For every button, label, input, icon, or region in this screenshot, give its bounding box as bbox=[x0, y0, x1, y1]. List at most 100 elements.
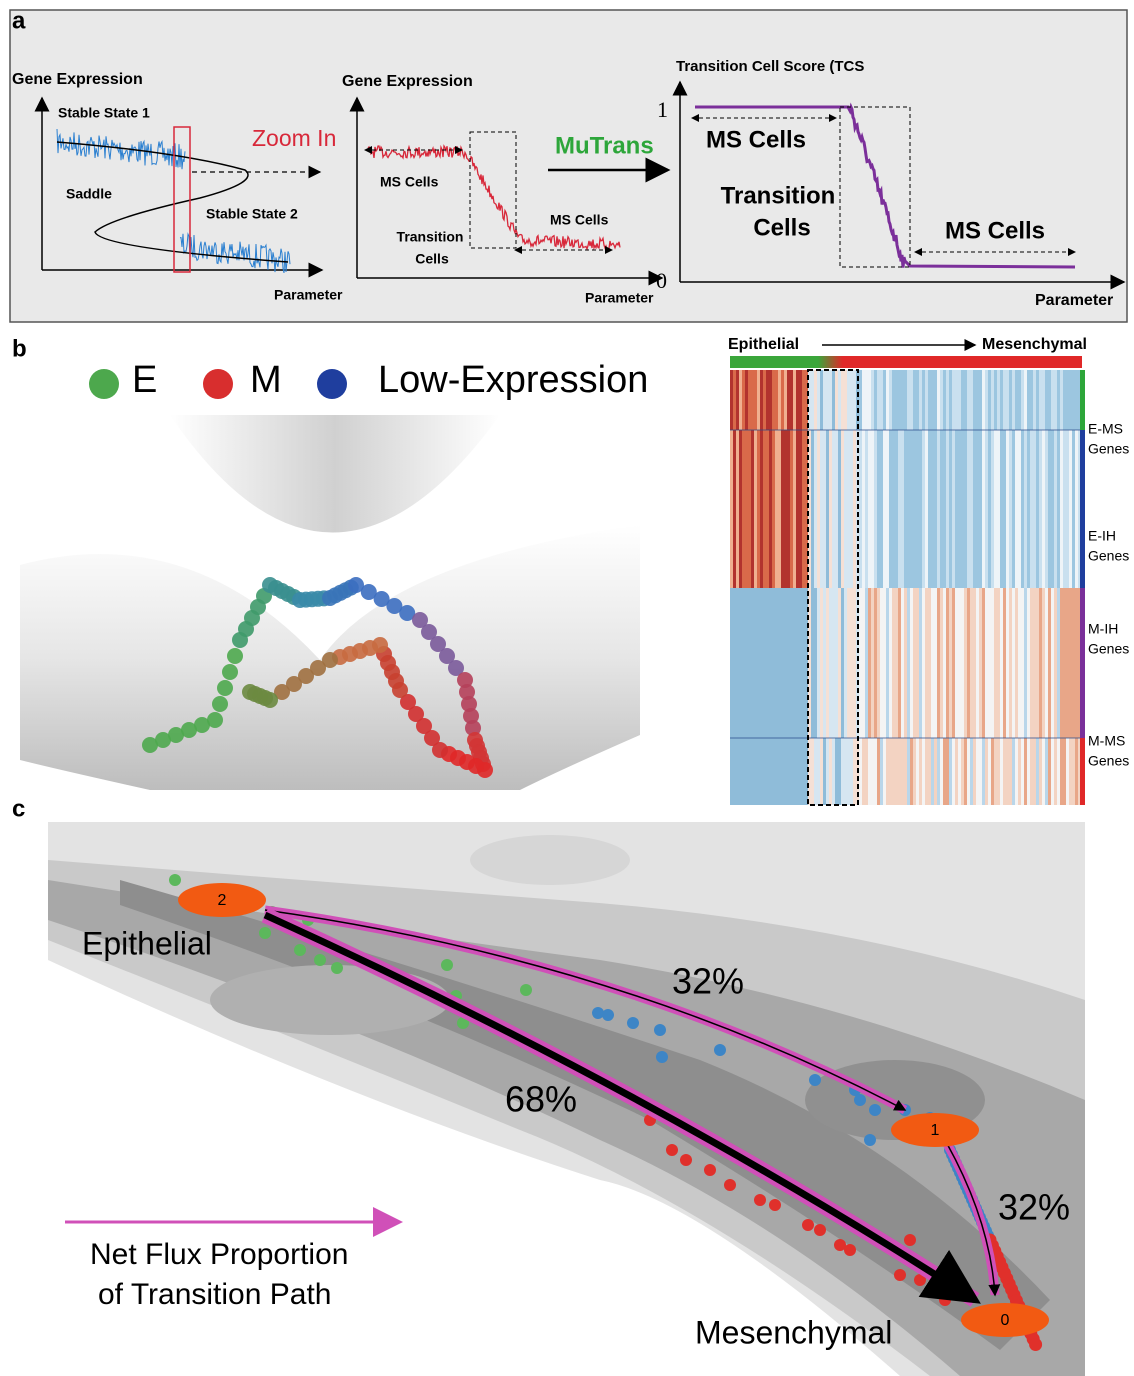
cell-dot bbox=[169, 874, 181, 886]
heatmap-cell bbox=[799, 738, 802, 805]
heatmap-cell bbox=[922, 430, 925, 588]
heatmap-cell bbox=[871, 370, 874, 430]
heatmap-cell bbox=[835, 588, 838, 738]
heatmap-cell bbox=[1021, 430, 1024, 588]
heatmap-cell bbox=[865, 430, 868, 588]
heatmap-cell bbox=[916, 588, 919, 738]
heatmap-cell bbox=[1039, 588, 1042, 738]
heatmap-cell bbox=[898, 430, 901, 588]
heatmap-cell bbox=[1009, 370, 1012, 430]
heatmap-cell bbox=[976, 430, 979, 588]
heatmap-cell bbox=[982, 370, 985, 430]
heatmap-cell bbox=[754, 738, 757, 805]
heatmap-cell bbox=[913, 738, 916, 805]
heatmap-cell bbox=[802, 430, 805, 588]
heatmap-cell bbox=[988, 738, 991, 805]
heatmap-cell bbox=[814, 588, 817, 738]
heatmap-cell bbox=[850, 738, 853, 805]
heatmap-cell bbox=[961, 738, 964, 805]
heatmap-cell bbox=[787, 588, 790, 738]
cell-dot bbox=[222, 664, 238, 680]
heatmap-cell bbox=[844, 588, 847, 738]
annotation: MS Cells bbox=[945, 217, 1045, 244]
heatmap-cell bbox=[880, 430, 883, 588]
panel-label: a bbox=[12, 7, 26, 34]
heatmap-cell bbox=[946, 370, 949, 430]
heatmap-cell bbox=[766, 588, 769, 738]
heatmap-cell bbox=[1042, 588, 1045, 738]
heatmap-cell bbox=[778, 588, 781, 738]
group-label: Genes bbox=[1088, 441, 1129, 457]
cell-dot bbox=[298, 668, 314, 684]
legend: E M Low-Expression bbox=[89, 359, 648, 401]
heatmap-cell bbox=[757, 738, 760, 805]
heatmap-cell bbox=[793, 588, 796, 738]
heatmap-cell bbox=[766, 370, 769, 430]
heatmap-cell bbox=[781, 588, 784, 738]
heatmap-cell bbox=[988, 588, 991, 738]
axis-title: Gene Expression bbox=[342, 73, 473, 90]
heatmap-cell bbox=[1039, 370, 1042, 430]
heatmap-cell bbox=[853, 370, 856, 430]
heatmap-cell bbox=[943, 738, 946, 805]
heatmap-cell bbox=[943, 430, 946, 588]
heatmap-cell bbox=[1012, 430, 1015, 588]
heatmap-cell bbox=[853, 430, 856, 588]
heatmap-cell bbox=[904, 370, 907, 430]
flux-path bbox=[264, 909, 907, 1111]
heatmap-cell bbox=[748, 370, 751, 430]
heatmap-cell bbox=[934, 588, 937, 738]
heatmap-cell bbox=[820, 588, 823, 738]
surface bbox=[170, 415, 500, 533]
heatmap-cell bbox=[1054, 370, 1057, 430]
heatmap-cell bbox=[886, 738, 889, 805]
states: 2 1 0 bbox=[178, 883, 1049, 1337]
heatmap-cell bbox=[1072, 738, 1075, 805]
heatmap-cell bbox=[736, 588, 739, 738]
heatmap-cell bbox=[763, 370, 766, 430]
cell-dot bbox=[724, 1179, 736, 1191]
cell-dot bbox=[399, 605, 416, 621]
cell-dot bbox=[259, 927, 271, 939]
heatmap-cell bbox=[838, 430, 841, 588]
heatmap-cell bbox=[859, 430, 862, 588]
heatmap-cell bbox=[769, 370, 772, 430]
heatmap-cell bbox=[844, 430, 847, 588]
heatmap-cell bbox=[979, 430, 982, 588]
heatmap-cell bbox=[883, 430, 886, 588]
heatmap-cell bbox=[889, 588, 892, 738]
heatmap-cell bbox=[808, 430, 811, 588]
heatmap-cell bbox=[820, 738, 823, 805]
heatmap-cell bbox=[811, 738, 814, 805]
heatmap-cell bbox=[922, 738, 925, 805]
cell-dot bbox=[627, 1017, 639, 1029]
heatmap-cell bbox=[985, 370, 988, 430]
heatmap-cell bbox=[853, 738, 856, 805]
heatmap-cell bbox=[904, 588, 907, 738]
heatmap-cell bbox=[901, 370, 904, 430]
heatmap-cell bbox=[778, 430, 781, 588]
heatmap-cell bbox=[1066, 588, 1069, 738]
heatmap-cell bbox=[850, 588, 853, 738]
noisy-signal bbox=[179, 232, 291, 274]
heatmap-cell bbox=[907, 738, 910, 805]
heatmap-cell bbox=[742, 370, 745, 430]
heatmap-cell bbox=[733, 738, 736, 805]
cell-dot bbox=[680, 1154, 692, 1166]
heatmap-cell bbox=[769, 588, 772, 738]
heatmap-cell bbox=[1009, 588, 1012, 738]
cell-dot bbox=[656, 1051, 668, 1063]
cell-dot bbox=[457, 1017, 469, 1029]
cell-dot bbox=[904, 1234, 916, 1246]
heatmap-cell bbox=[772, 370, 775, 430]
heatmap-cell bbox=[733, 588, 736, 738]
heatmap-cell bbox=[748, 738, 751, 805]
annotation: Stable State 1 bbox=[58, 105, 150, 121]
heatmap-cell bbox=[1000, 430, 1003, 588]
legend-label: Net Flux Proportion bbox=[90, 1238, 348, 1271]
heatmap-cell bbox=[976, 588, 979, 738]
cell-dot bbox=[168, 727, 184, 743]
heatmap-cell bbox=[832, 430, 835, 588]
heatmap-cell bbox=[1039, 430, 1042, 588]
heatmap-cell bbox=[898, 370, 901, 430]
